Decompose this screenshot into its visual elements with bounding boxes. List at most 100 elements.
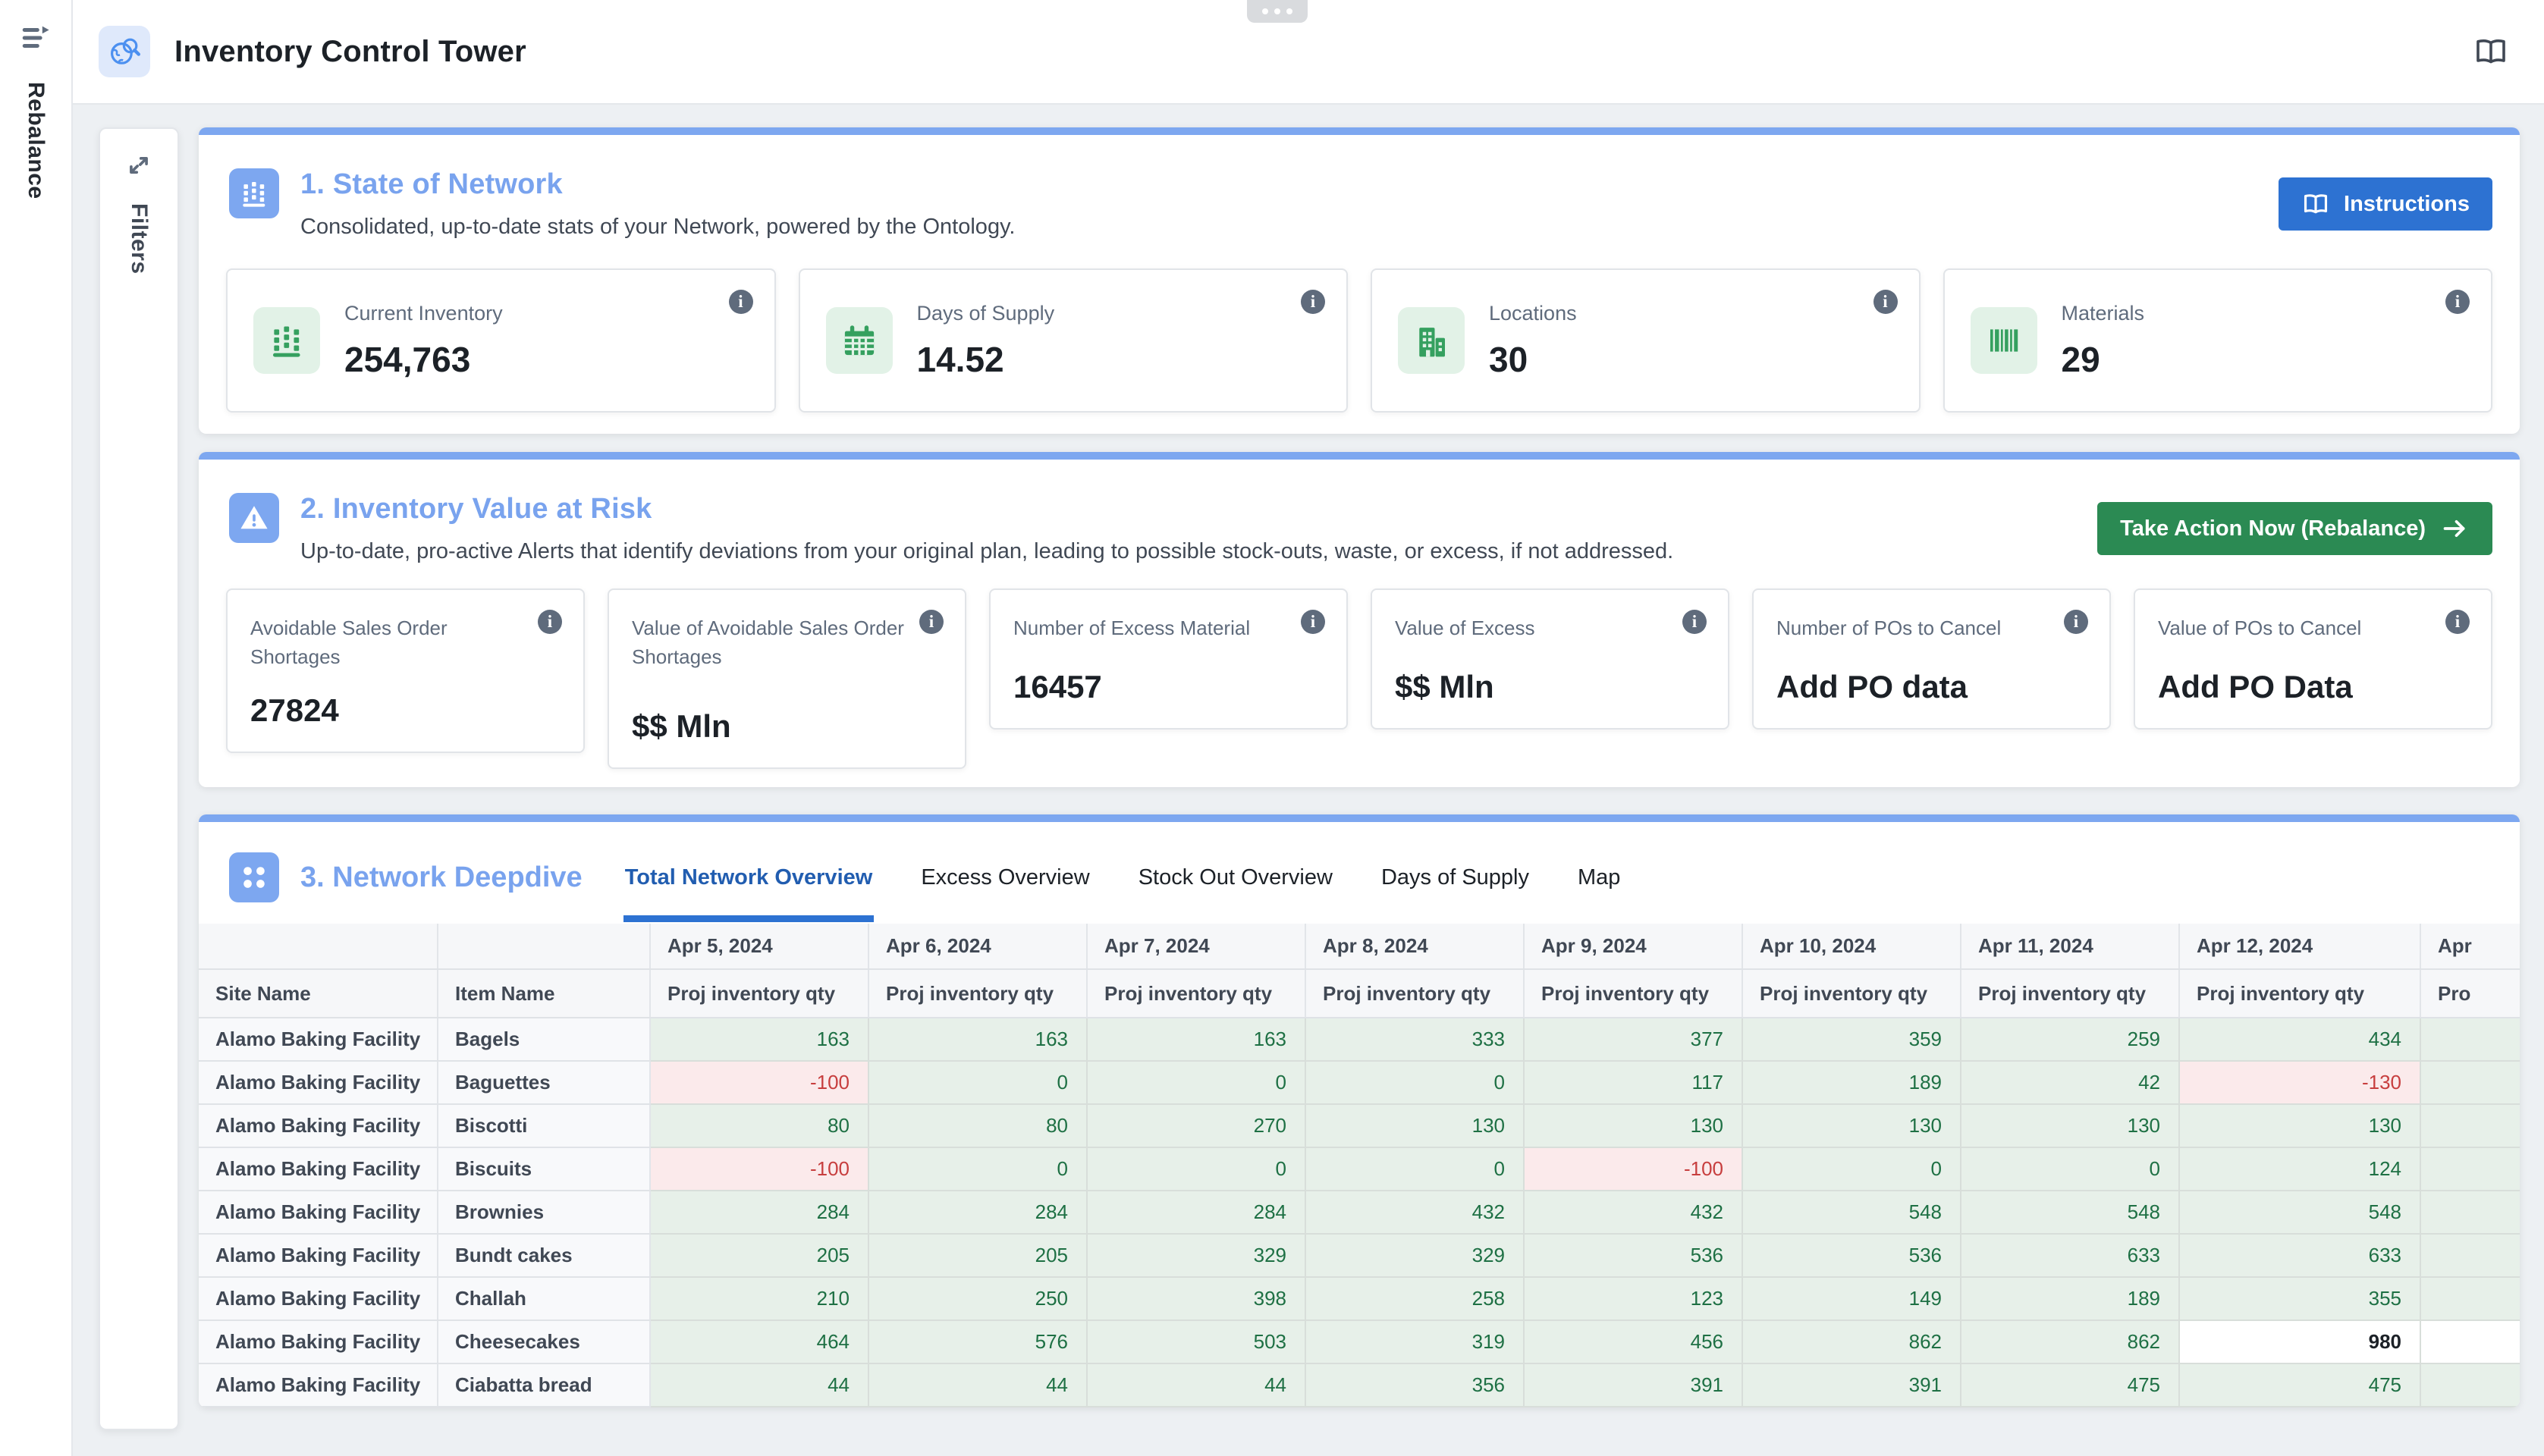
- proj-inventory-cell[interactable]: 42: [1961, 1061, 2180, 1105]
- info-icon[interactable]: i: [538, 610, 562, 634]
- proj-inventory-cell[interactable]: 503: [1087, 1320, 1306, 1364]
- menu-open-button[interactable]: [17, 20, 54, 56]
- proj-inventory-cell[interactable]: 117: [1524, 1061, 1743, 1105]
- proj-inventory-cell-clipped[interactable]: [2420, 1191, 2520, 1235]
- proj-inventory-cell[interactable]: 205: [868, 1234, 1088, 1278]
- proj-inventory-cell[interactable]: 124: [2179, 1147, 2421, 1191]
- proj-inventory-cell[interactable]: 0: [1087, 1061, 1306, 1105]
- expand-icon[interactable]: [122, 149, 155, 182]
- proj-inventory-cell[interactable]: 862: [1742, 1320, 1961, 1364]
- proj-inventory-cell[interactable]: 319: [1305, 1320, 1525, 1364]
- proj-inventory-cell[interactable]: 0: [868, 1147, 1088, 1191]
- proj-inventory-cell[interactable]: 333: [1305, 1018, 1525, 1062]
- proj-inventory-cell[interactable]: 862: [1961, 1320, 2180, 1364]
- proj-inventory-cell[interactable]: 149: [1742, 1277, 1961, 1321]
- proj-inventory-cell[interactable]: 432: [1305, 1191, 1525, 1235]
- tab-stock-out-overview[interactable]: Stock Out Overview: [1138, 864, 1333, 890]
- info-icon[interactable]: i: [728, 290, 753, 314]
- proj-inventory-cell[interactable]: 284: [1087, 1191, 1306, 1235]
- info-icon[interactable]: i: [2445, 610, 2470, 634]
- take-action-rebalance-button[interactable]: Take Action Now (Rebalance): [2097, 502, 2492, 555]
- proj-inventory-cell-clipped[interactable]: [2420, 1061, 2520, 1105]
- proj-inventory-cell[interactable]: -100: [650, 1061, 869, 1105]
- proj-inventory-cell[interactable]: -130: [2179, 1061, 2421, 1105]
- proj-inventory-cell[interactable]: 548: [2179, 1191, 2421, 1235]
- proj-inventory-cell[interactable]: 0: [1961, 1147, 2180, 1191]
- proj-inventory-cell[interactable]: 250: [868, 1277, 1088, 1321]
- proj-inventory-cell[interactable]: 398: [1087, 1277, 1306, 1321]
- proj-inventory-cell-clipped[interactable]: [2420, 1277, 2520, 1321]
- proj-inventory-cell[interactable]: 633: [2179, 1234, 2421, 1278]
- proj-inventory-cell[interactable]: 329: [1305, 1234, 1525, 1278]
- tab-total-network-overview[interactable]: Total Network Overview: [623, 864, 874, 922]
- proj-inventory-cell[interactable]: 163: [1087, 1018, 1306, 1062]
- info-icon[interactable]: i: [1301, 610, 1325, 634]
- proj-inventory-cell[interactable]: 44: [1087, 1363, 1306, 1407]
- info-icon[interactable]: i: [919, 610, 944, 634]
- proj-inventory-cell-clipped[interactable]: [2420, 1234, 2520, 1278]
- proj-inventory-cell[interactable]: 0: [1305, 1061, 1525, 1105]
- proj-inventory-cell[interactable]: 163: [650, 1018, 869, 1062]
- info-icon[interactable]: i: [2445, 290, 2470, 314]
- proj-inventory-cell[interactable]: 356: [1305, 1363, 1525, 1407]
- proj-inventory-cell[interactable]: 130: [1742, 1104, 1961, 1148]
- proj-inventory-cell[interactable]: 80: [650, 1104, 869, 1148]
- proj-inventory-cell[interactable]: 210: [650, 1277, 869, 1321]
- proj-inventory-cell[interactable]: 432: [1524, 1191, 1743, 1235]
- proj-inventory-cell[interactable]: 130: [1524, 1104, 1743, 1148]
- proj-inventory-cell-clipped[interactable]: [2420, 1018, 2520, 1062]
- proj-inventory-cell[interactable]: 355: [2179, 1277, 2421, 1321]
- proj-inventory-cell[interactable]: -100: [1524, 1147, 1743, 1191]
- proj-inventory-cell[interactable]: 475: [2179, 1363, 2421, 1407]
- proj-inventory-cell[interactable]: 44: [650, 1363, 869, 1407]
- proj-inventory-cell[interactable]: -100: [650, 1147, 869, 1191]
- proj-inventory-cell[interactable]: 130: [2179, 1104, 2421, 1148]
- proj-inventory-cell[interactable]: 130: [1961, 1104, 2180, 1148]
- proj-inventory-cell[interactable]: 633: [1961, 1234, 2180, 1278]
- proj-inventory-cell[interactable]: 189: [1742, 1061, 1961, 1105]
- proj-inventory-cell[interactable]: 284: [868, 1191, 1088, 1235]
- proj-inventory-cell[interactable]: 130: [1305, 1104, 1525, 1148]
- instructions-button[interactable]: Instructions: [2279, 177, 2492, 231]
- info-icon[interactable]: i: [1301, 290, 1325, 314]
- proj-inventory-cell[interactable]: 475: [1961, 1363, 2180, 1407]
- proj-inventory-cell[interactable]: 576: [868, 1320, 1088, 1364]
- proj-inventory-cell[interactable]: 0: [1742, 1147, 1961, 1191]
- proj-inventory-cell[interactable]: 359: [1742, 1018, 1961, 1062]
- proj-inventory-cell[interactable]: 44: [868, 1363, 1088, 1407]
- proj-inventory-cell[interactable]: 329: [1087, 1234, 1306, 1278]
- proj-inventory-cell[interactable]: 548: [1742, 1191, 1961, 1235]
- proj-inventory-cell[interactable]: 258: [1305, 1277, 1525, 1321]
- proj-inventory-cell[interactable]: 284: [650, 1191, 869, 1235]
- proj-inventory-cell[interactable]: 270: [1087, 1104, 1306, 1148]
- proj-inventory-cell[interactable]: 536: [1742, 1234, 1961, 1278]
- proj-inventory-cell[interactable]: 391: [1742, 1363, 1961, 1407]
- filters-panel[interactable]: Filters: [99, 127, 179, 1430]
- proj-inventory-cell-clipped[interactable]: [2420, 1320, 2520, 1364]
- proj-inventory-cell[interactable]: 123: [1524, 1277, 1743, 1321]
- proj-inventory-cell-clipped[interactable]: [2420, 1147, 2520, 1191]
- proj-inventory-cell[interactable]: 456: [1524, 1320, 1743, 1364]
- proj-inventory-cell-clipped[interactable]: [2420, 1363, 2520, 1407]
- info-icon[interactable]: i: [1682, 610, 1707, 634]
- proj-inventory-cell[interactable]: 80: [868, 1104, 1088, 1148]
- proj-inventory-cell[interactable]: 205: [650, 1234, 869, 1278]
- proj-inventory-cell[interactable]: 0: [1087, 1147, 1306, 1191]
- proj-inventory-cell[interactable]: 0: [1305, 1147, 1525, 1191]
- proj-inventory-cell[interactable]: 391: [1524, 1363, 1743, 1407]
- tab-days-of-supply[interactable]: Days of Supply: [1380, 864, 1529, 890]
- proj-inventory-cell[interactable]: 377: [1524, 1018, 1743, 1062]
- proj-inventory-cell[interactable]: 548: [1961, 1191, 2180, 1235]
- tab-excess-overview[interactable]: Excess Overview: [921, 864, 1090, 890]
- proj-inventory-cell[interactable]: 163: [868, 1018, 1088, 1062]
- proj-inventory-cell[interactable]: 259: [1961, 1018, 2180, 1062]
- tab-map[interactable]: Map: [1578, 864, 1621, 890]
- proj-inventory-cell[interactable]: 434: [2179, 1018, 2421, 1062]
- proj-inventory-cell-clipped[interactable]: [2420, 1104, 2520, 1148]
- proj-inventory-cell[interactable]: 0: [868, 1061, 1088, 1105]
- info-icon[interactable]: i: [2064, 610, 2088, 634]
- proj-inventory-cell[interactable]: 189: [1961, 1277, 2180, 1321]
- proj-inventory-cell[interactable]: 464: [650, 1320, 869, 1364]
- proj-inventory-cell[interactable]: 980: [2179, 1320, 2421, 1364]
- drag-handle[interactable]: [1247, 0, 1308, 23]
